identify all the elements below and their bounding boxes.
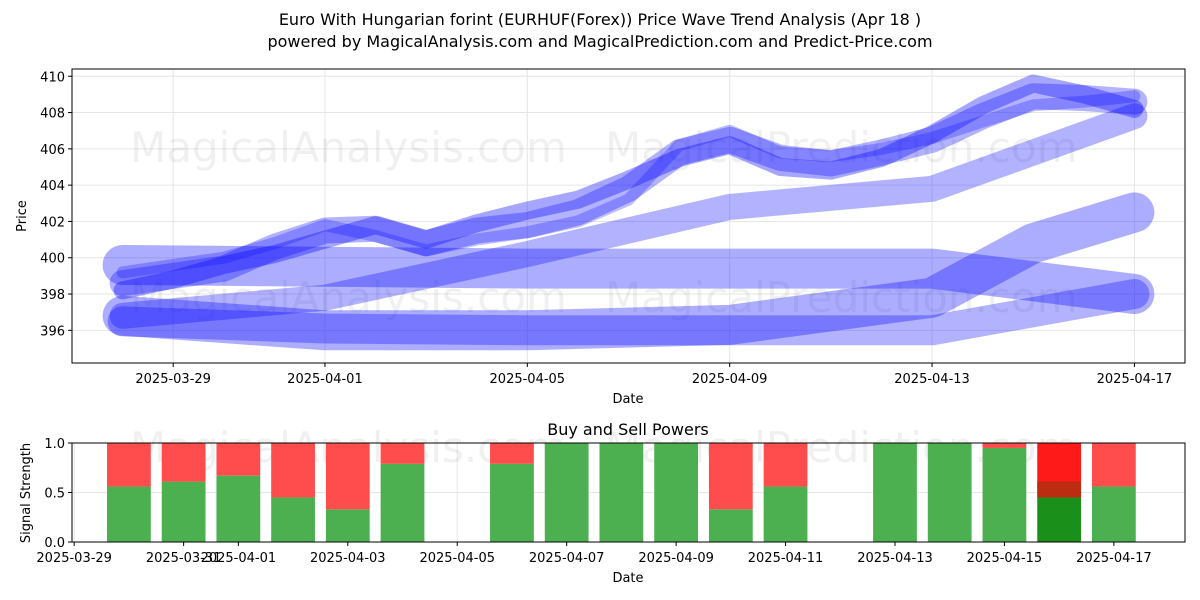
- price-wave-plot: [102, 74, 1155, 351]
- buy-bar: [1037, 497, 1082, 542]
- watermark-text: MagicalAnalysis.com: [130, 273, 567, 322]
- top-ytick-label: 408: [40, 107, 65, 122]
- watermark-text: MagicalPrediction.com: [605, 123, 1078, 172]
- buy-bar: [654, 443, 698, 542]
- buy-bar: [599, 443, 644, 542]
- sell-bar: [271, 443, 315, 498]
- top-xtick-label: 2025-03-29: [135, 372, 211, 387]
- buy-bar: [216, 475, 261, 542]
- bottom-ylabel: Signal Strength: [19, 443, 34, 543]
- sell-bar: [982, 443, 1027, 448]
- sell-bar: [325, 443, 370, 510]
- top-ytick-label: 400: [40, 252, 65, 267]
- bottom-xtick-label: 2025-04-05: [419, 551, 495, 566]
- bottom-xtick-label: 2025-03-31: [146, 551, 222, 566]
- top-axes-frame: [71, 68, 1186, 364]
- sell-bar: [490, 443, 534, 464]
- bottom-xtick-label: 2025-04-11: [748, 551, 824, 566]
- top-xtick-label: 2025-04-01: [287, 372, 363, 387]
- sell-bar: [107, 443, 151, 487]
- bottom-xtick-label: 2025-04-09: [638, 551, 714, 566]
- bottom-xtick-label: 2025-04-13: [857, 551, 933, 566]
- top-xtick-label: 2025-04-09: [692, 372, 768, 387]
- wave-series-6: [107, 279, 1150, 346]
- sell-bar: [763, 443, 808, 487]
- buy-bar: [982, 447, 1027, 542]
- buy-bar: [271, 497, 315, 542]
- bottom-xtick-label: 2025-04-03: [310, 551, 386, 566]
- top-grid: [72, 69, 1185, 363]
- top-xtick-label: 2025-04-17: [1097, 372, 1173, 387]
- buy-bar: [380, 463, 425, 542]
- top-ytick-label: 396: [40, 324, 65, 339]
- wave-series-4: [102, 192, 1155, 351]
- sell-bar: [708, 443, 753, 510]
- top-watermarks: MagicalAnalysis.com MagicalPrediction.com…: [130, 123, 1078, 322]
- wave-series-0: [109, 83, 1148, 297]
- buy-bar: [325, 509, 370, 542]
- wave-series-3: [109, 103, 1148, 329]
- bottom-ytick-label: 0.0: [44, 536, 65, 551]
- wave-series-5: [102, 245, 1155, 314]
- top-ytick-label: 406: [40, 143, 65, 158]
- buy-bar: [927, 443, 972, 542]
- watermark-text: MagicalAnalysis.com: [130, 123, 567, 172]
- bottom-xtick-label: 2025-04-07: [529, 551, 605, 566]
- top-xtick-label: 2025-04-05: [490, 372, 566, 387]
- bottom-xtick-label: 2025-04-17: [1076, 551, 1152, 566]
- bottom-chart-title: Buy and Sell Powers: [547, 420, 709, 439]
- sell-bar: [1091, 443, 1136, 487]
- top-ytick-label: 404: [40, 179, 65, 194]
- bottom-ytick-label: 0.5: [44, 487, 65, 502]
- wave-series-1: [113, 74, 1144, 300]
- sell-bar: [216, 443, 261, 476]
- top-ytick-label: 402: [40, 215, 65, 230]
- top-ylabel: Price: [15, 200, 30, 232]
- top-xlabel: Date: [612, 392, 643, 407]
- signal-bars: [107, 443, 1136, 542]
- chart-title: Euro With Hungarian forint (EURHUF(Forex…: [278, 10, 922, 29]
- bottom-ytick-label: 1.0: [44, 437, 65, 452]
- bottom-xtick-label: 2025-03-29: [36, 551, 112, 566]
- buy-bar: [490, 463, 534, 542]
- buy-bar: [763, 486, 808, 542]
- sell-bar: [161, 443, 206, 482]
- buy-bar: [873, 443, 917, 542]
- buy-bar: [161, 481, 206, 542]
- overlap-bar: [1037, 481, 1082, 498]
- bottom-xtick-label: 2025-04-01: [201, 551, 277, 566]
- watermark-text: MagicalPrediction.com: [605, 273, 1078, 322]
- buy-bar: [708, 509, 753, 542]
- top-xtick-label: 2025-04-13: [894, 372, 970, 387]
- wave-series-2: [116, 90, 1141, 279]
- buy-bar: [1091, 486, 1136, 542]
- buy-bar: [107, 486, 151, 542]
- bottom-xlabel: Date: [612, 571, 643, 586]
- sell-bar: [380, 443, 425, 464]
- top-ticks: 2025-03-29 2025-04-01 2025-04-05 2025-04-09…: [40, 70, 1172, 387]
- top-ytick-label: 410: [40, 70, 65, 85]
- buy-bar: [544, 443, 589, 542]
- bottom-xtick-label: 2025-04-15: [967, 551, 1043, 566]
- top-ytick-label: 398: [40, 288, 65, 303]
- chart-subtitle: powered by MagicalAnalysis.com and Magic…: [267, 32, 933, 51]
